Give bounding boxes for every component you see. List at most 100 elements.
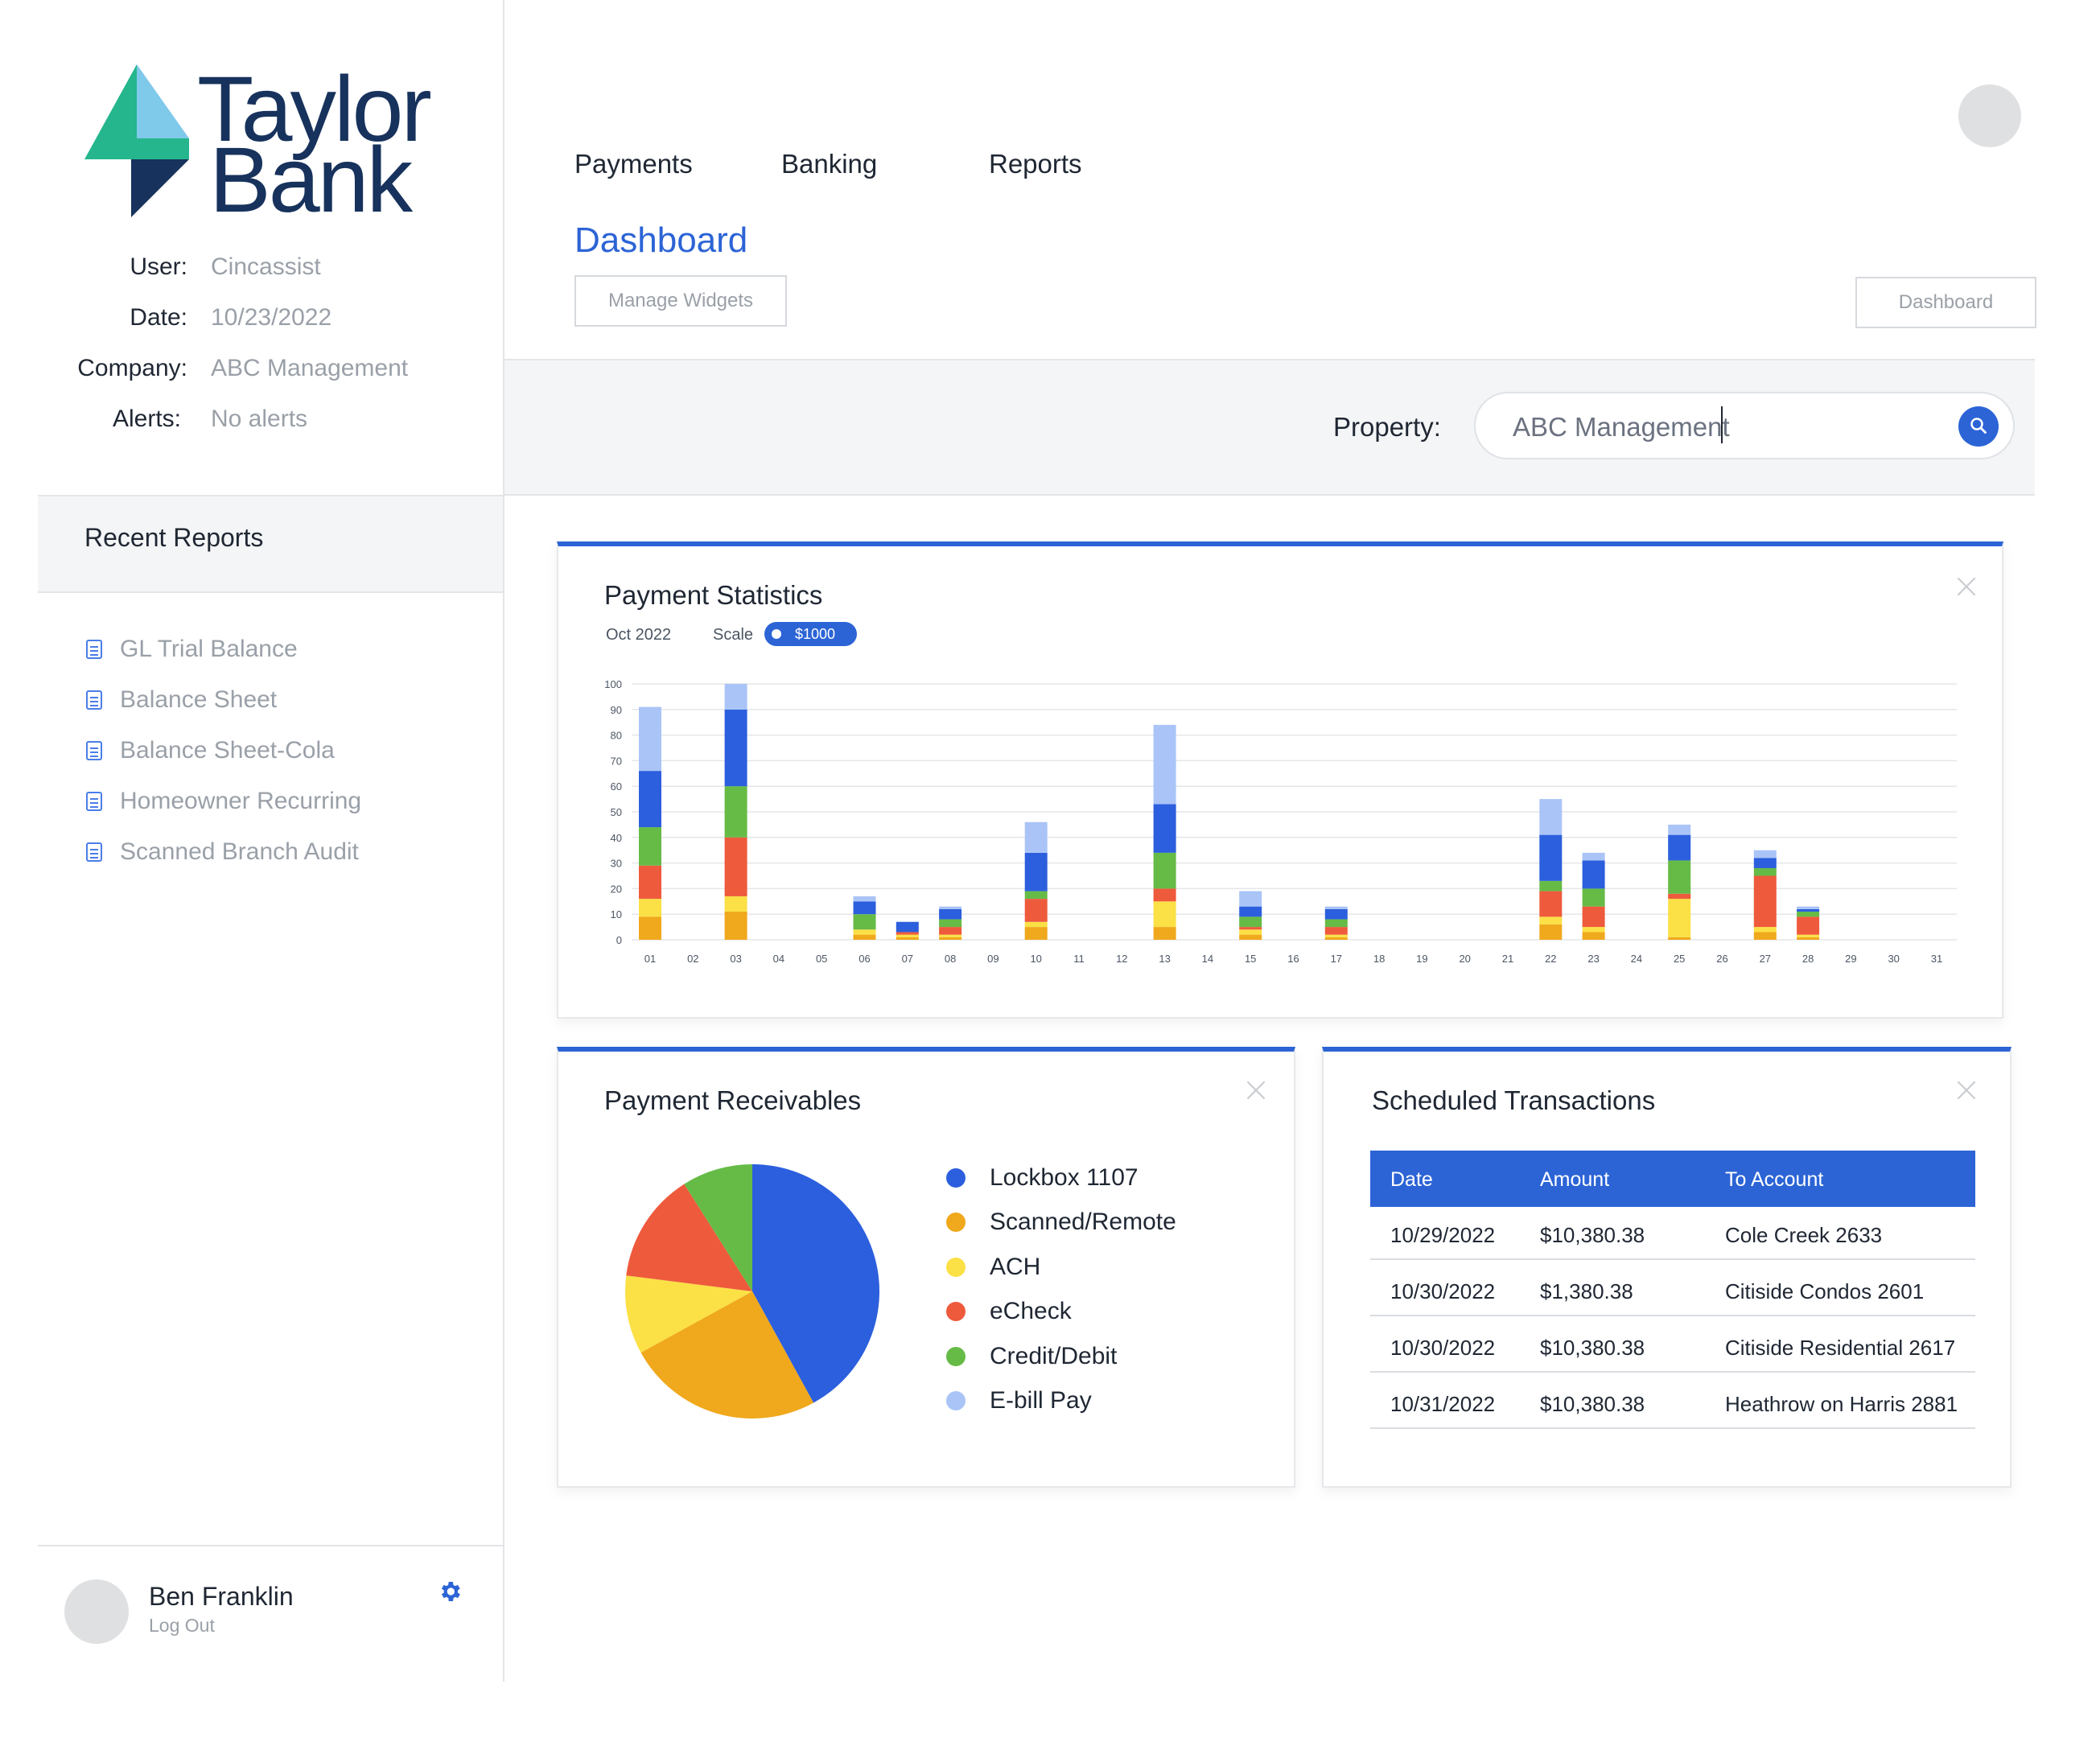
bar-segment[interactable] [1668, 937, 1691, 940]
bar-segment[interactable] [939, 934, 962, 937]
bar-segment[interactable] [939, 937, 962, 940]
bar-segment[interactable] [724, 896, 747, 912]
bar-segment[interactable] [853, 896, 876, 902]
bar-segment[interactable] [1582, 860, 1605, 889]
profile-avatar[interactable] [1958, 84, 2021, 147]
search-button[interactable] [1958, 406, 1999, 447]
bar-segment[interactable] [724, 912, 747, 940]
report-item[interactable]: Homeowner Recurring [86, 788, 361, 815]
bar-segment[interactable] [939, 919, 962, 928]
bar-segment[interactable] [1539, 880, 1563, 891]
bar-segment[interactable] [1239, 929, 1262, 935]
pie-slice[interactable] [640, 1291, 814, 1419]
bar-segment[interactable] [1753, 927, 1777, 933]
bar-segment[interactable] [1239, 916, 1262, 928]
bar-segment[interactable] [1324, 934, 1348, 937]
column-header-amount[interactable]: Amount [1540, 1168, 1610, 1191]
manage-widgets-button[interactable]: Manage Widgets [574, 275, 787, 327]
bar-segment[interactable] [639, 865, 661, 900]
column-header-date[interactable]: Date [1390, 1168, 1433, 1191]
bar-segment[interactable] [1024, 852, 1048, 891]
nav-reports[interactable]: Reports [989, 149, 1082, 179]
dashboard-button[interactable]: Dashboard [1855, 277, 2036, 328]
bar-segment[interactable] [1539, 924, 1563, 940]
bar-segment[interactable] [1324, 906, 1348, 909]
bar-segment[interactable] [1668, 893, 1691, 900]
bar-segment[interactable] [896, 937, 919, 940]
nav-payments[interactable]: Payments [574, 149, 693, 179]
bar-segment[interactable] [724, 684, 747, 710]
bar-segment[interactable] [896, 921, 919, 933]
bar-segment[interactable] [1153, 927, 1176, 940]
bar-segment[interactable] [1797, 916, 1820, 935]
bar-segment[interactable] [1324, 908, 1348, 920]
bar-segment[interactable] [1668, 834, 1691, 861]
nav-banking[interactable]: Banking [781, 149, 878, 179]
bar-segment[interactable] [1024, 891, 1048, 900]
bar-segment[interactable] [1239, 934, 1262, 940]
bar-segment[interactable] [1024, 921, 1048, 928]
bar-segment[interactable] [1324, 937, 1348, 940]
bar-segment[interactable] [724, 709, 747, 787]
bar-segment[interactable] [1539, 891, 1563, 917]
bar-segment[interactable] [639, 771, 661, 828]
bar-segment[interactable] [1753, 867, 1777, 876]
bar-segment[interactable] [639, 827, 661, 866]
bar-segment[interactable] [1239, 927, 1262, 930]
bar-segment[interactable] [939, 908, 962, 920]
property-search-input[interactable] [1474, 392, 2015, 459]
bar-segment[interactable] [1582, 932, 1605, 940]
bar-segment[interactable] [1239, 906, 1262, 917]
close-icon[interactable] [1956, 576, 1977, 597]
gear-icon[interactable] [437, 1579, 463, 1604]
bar-segment[interactable] [1797, 937, 1820, 940]
bar-segment[interactable] [1753, 850, 1777, 859]
bar-segment[interactable] [1153, 888, 1176, 902]
column-header-to-account[interactable]: To Account [1725, 1168, 1824, 1191]
bar-segment[interactable] [1582, 906, 1605, 928]
report-item[interactable]: Balance Sheet [86, 686, 277, 714]
bar-segment[interactable] [724, 786, 747, 838]
bar-segment[interactable] [1024, 821, 1048, 853]
pie-slice[interactable] [626, 1184, 752, 1291]
bar-segment[interactable] [1797, 934, 1820, 937]
bar-segment[interactable] [1797, 912, 1820, 917]
bar-segment[interactable] [1539, 916, 1563, 924]
bar-segment[interactable] [639, 706, 661, 772]
bar-segment[interactable] [1153, 901, 1176, 928]
bar-segment[interactable] [1153, 852, 1176, 889]
bar-segment[interactable] [1239, 891, 1262, 907]
report-item[interactable]: Balance Sheet-Cola [86, 737, 335, 764]
bar-segment[interactable] [1753, 875, 1777, 928]
bar-segment[interactable] [853, 901, 876, 915]
table-row[interactable]: 10/30/2022 $1,380.38 Citiside Condos 260… [1370, 1263, 1975, 1320]
bar-segment[interactable] [1153, 724, 1176, 805]
logout-link[interactable]: Log Out [149, 1615, 215, 1636]
bar-segment[interactable] [1024, 899, 1048, 922]
bar-segment[interactable] [1582, 927, 1605, 933]
close-icon[interactable] [1956, 1080, 1977, 1101]
bar-segment[interactable] [1582, 852, 1605, 861]
bar-segment[interactable] [939, 906, 962, 909]
bar-segment[interactable] [1539, 834, 1563, 881]
bar-segment[interactable] [1668, 860, 1691, 894]
user-avatar[interactable] [64, 1579, 129, 1644]
report-item[interactable]: GL Trial Balance [86, 636, 298, 663]
bar-segment[interactable] [1797, 906, 1820, 909]
bar-segment[interactable] [896, 932, 919, 935]
bar-segment[interactable] [1582, 888, 1605, 907]
bar-segment[interactable] [1753, 858, 1777, 868]
bar-segment[interactable] [1539, 799, 1563, 835]
bar-segment[interactable] [939, 927, 962, 935]
pie-slice[interactable] [625, 1275, 752, 1353]
bar-segment[interactable] [724, 837, 747, 896]
bar-segment[interactable] [1324, 919, 1348, 928]
bar-segment[interactable] [1668, 824, 1691, 835]
bar-segment[interactable] [853, 914, 876, 930]
scale-toggle[interactable]: $1000 [764, 622, 857, 646]
pie-slice[interactable] [752, 1164, 879, 1403]
bar-segment[interactable] [1024, 927, 1048, 940]
bar-segment[interactable] [1797, 908, 1820, 912]
close-icon[interactable] [1246, 1080, 1266, 1101]
bar-segment[interactable] [1668, 899, 1691, 937]
